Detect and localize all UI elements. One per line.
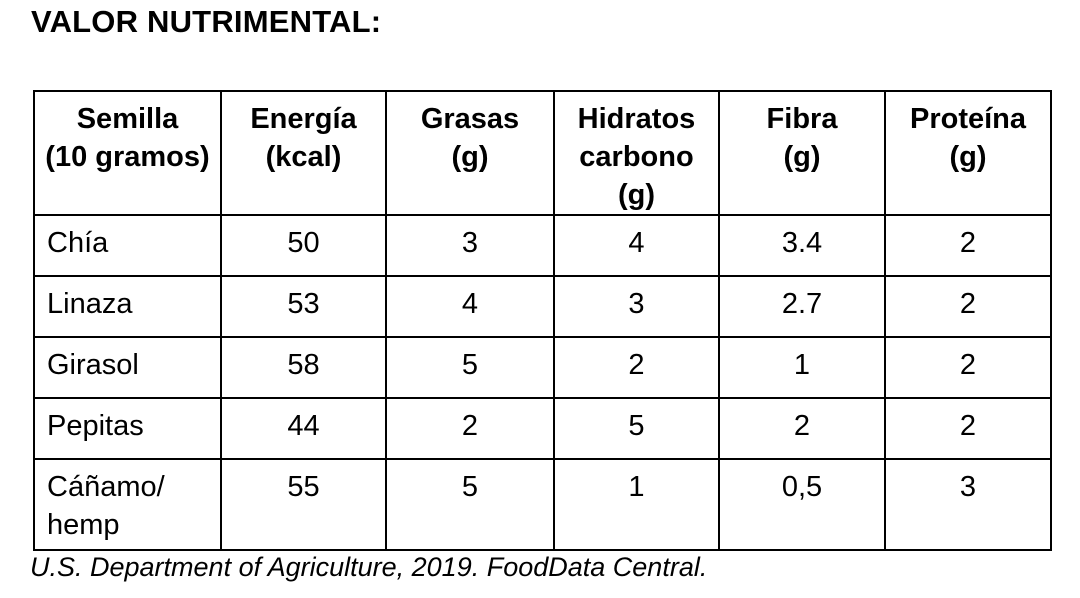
- cell-energia: 53: [220, 275, 387, 338]
- header-row: Semilla (10 gramos) Energía (kcal) Grasa…: [33, 90, 1052, 216]
- cell-seed-name: Pepitas: [33, 397, 222, 460]
- source-citation: U.S. Department of Agriculture, 2019. Fo…: [30, 552, 708, 582]
- cell-hidratos: 1: [553, 458, 720, 551]
- table-row-canamo-hemp: Cáñamo/ hemp 55 5 1 0,5 3: [33, 458, 1052, 551]
- column-header-energia: Energía (kcal): [220, 90, 387, 216]
- table-row-girasol: Girasol 58 5 2 1 2: [33, 336, 1052, 399]
- cell-grasas: 5: [385, 458, 555, 551]
- cell-hidratos: 2: [553, 336, 720, 399]
- cell-fibra: 2: [718, 397, 886, 460]
- cell-proteina: 2: [884, 214, 1052, 277]
- cell-hidratos: 5: [553, 397, 720, 460]
- cell-grasas: 3: [385, 214, 555, 277]
- cell-grasas: 5: [385, 336, 555, 399]
- cell-grasas: 4: [385, 275, 555, 338]
- cell-fibra: 2.7: [718, 275, 886, 338]
- cell-hidratos: 3: [553, 275, 720, 338]
- cell-fibra: 3.4: [718, 214, 886, 277]
- cell-grasas: 2: [385, 397, 555, 460]
- cell-proteina: 2: [884, 397, 1052, 460]
- cell-energia: 55: [220, 458, 387, 551]
- cell-fibra: 1: [718, 336, 886, 399]
- cell-seed-name: Linaza: [33, 275, 222, 338]
- cell-energia: 50: [220, 214, 387, 277]
- column-header-fibra: Fibra (g): [718, 90, 886, 216]
- cell-seed-name: Girasol: [33, 336, 222, 399]
- cell-proteina: 2: [884, 336, 1052, 399]
- nutrition-table: Semilla (10 gramos) Energía (kcal) Grasa…: [33, 90, 1052, 551]
- cell-hidratos: 4: [553, 214, 720, 277]
- table-row-linaza: Linaza 53 4 3 2.7 2: [33, 275, 1052, 338]
- cell-proteina: 3: [884, 458, 1052, 551]
- cell-fibra: 0,5: [718, 458, 886, 551]
- cell-energia: 58: [220, 336, 387, 399]
- table-row-pepitas: Pepitas 44 2 5 2 2: [33, 397, 1052, 460]
- cell-seed-name: Chía: [33, 214, 222, 277]
- cell-seed-name: Cáñamo/ hemp: [33, 458, 222, 551]
- cell-proteina: 2: [884, 275, 1052, 338]
- column-header-proteina: Proteína (g): [884, 90, 1052, 216]
- page-title: VALOR NUTRIMENTAL:: [31, 4, 382, 39]
- column-header-hidratos: Hidratos carbono (g): [553, 90, 720, 216]
- table-row-chia: Chía 50 3 4 3.4 2: [33, 214, 1052, 277]
- column-header-grasas: Grasas (g): [385, 90, 555, 216]
- column-header-semilla: Semilla (10 gramos): [33, 90, 222, 216]
- cell-energia: 44: [220, 397, 387, 460]
